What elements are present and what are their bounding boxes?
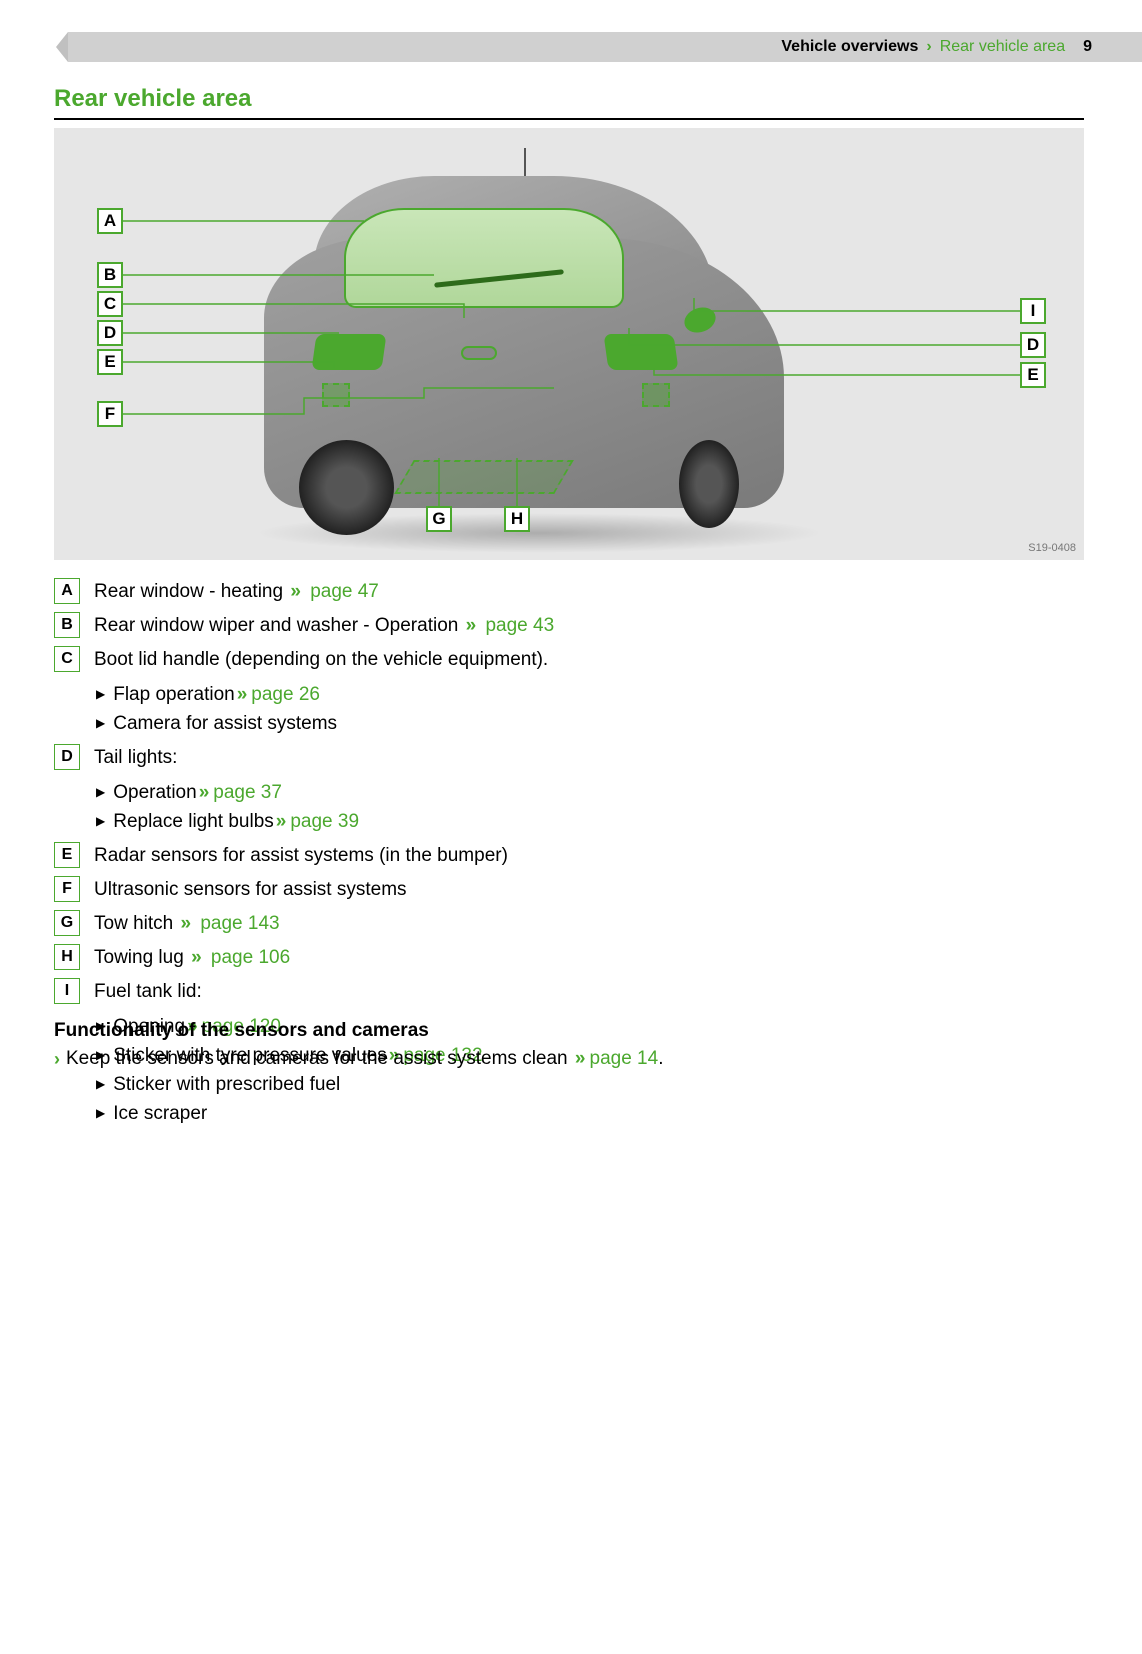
vehicle-figure: ABCDEFIDEGH S19-0408: [54, 128, 1084, 560]
page-title: Rear vehicle area: [54, 85, 251, 113]
legend-text: Boot lid handle (depending on the vehicl…: [94, 646, 1084, 674]
triangle-bullet-icon: ▶: [96, 778, 105, 807]
figure-label-e: E: [97, 349, 123, 375]
breadcrumb-section: Vehicle overviews: [781, 38, 918, 56]
legend-text: Rear window wiper and washer - Operation…: [94, 612, 1084, 640]
figure-label-b: B: [97, 262, 123, 288]
page-ref[interactable]: page 143: [200, 913, 279, 934]
legend-label-b: B: [54, 612, 80, 638]
functionality-pageref[interactable]: page 14: [590, 1048, 659, 1070]
chevron-icon: ›: [54, 1049, 60, 1070]
legend-subitem: ▶Camera for assist systems: [54, 709, 1084, 738]
figure-label-h: H: [504, 506, 530, 532]
legend-text: Ultrasonic sensors for assist systems: [94, 876, 1084, 904]
figure-label-c: C: [97, 291, 123, 317]
legend-row-f: F Ultrasonic sensors for assist systems: [54, 876, 1084, 904]
legend-row-b: B Rear window wiper and washer - Operatio…: [54, 612, 1084, 640]
legend-subitem: ▶Operation » page 37: [54, 778, 1084, 807]
page-ref-mark: »: [199, 778, 210, 807]
legend-text: Tow hitch » page 143: [94, 910, 1084, 938]
triangle-bullet-icon: ▶: [96, 1099, 105, 1128]
page-ref[interactable]: page 106: [211, 947, 290, 968]
legend-label-g: G: [54, 910, 80, 936]
page-number: 9: [1083, 38, 1092, 56]
page-ref[interactable]: page 43: [485, 615, 554, 636]
page-ref-mark: »: [191, 947, 202, 968]
page-ref-mark: »: [466, 615, 477, 636]
legend-label-c: C: [54, 646, 80, 672]
legend-label-d: D: [54, 744, 80, 770]
page-ref-mark: »: [237, 680, 248, 709]
legend-subitem: ▶Sticker with prescribed fuel: [54, 1070, 1084, 1099]
legend-row-e: E Radar sensors for assist systems (in th…: [54, 842, 1084, 870]
legend-subitem: ▶Flap operation » page 26: [54, 680, 1084, 709]
page-ref[interactable]: page 37: [213, 778, 282, 807]
header-bar: Vehicle overviews › Rear vehicle area 9: [68, 32, 1142, 62]
functionality-suffix: .: [658, 1048, 663, 1070]
figure-label-i-right: I: [1020, 298, 1046, 324]
legend-text: Fuel tank lid:: [94, 978, 1084, 1006]
functionality-text: Keep the sensors and cameras for the ass…: [66, 1048, 568, 1070]
breadcrumb-page: Rear vehicle area: [940, 38, 1065, 56]
figure-label-g: G: [426, 506, 452, 532]
legend-text: Radar sensors for assist systems (in the…: [94, 842, 1084, 870]
legend-label-f: F: [54, 876, 80, 902]
legend-label-h: H: [54, 944, 80, 970]
figure-label-d-right: D: [1020, 332, 1046, 358]
page-ref[interactable]: page 26: [251, 680, 320, 709]
title-underline: [54, 118, 1084, 120]
legend-row-i: I Fuel tank lid:: [54, 978, 1084, 1006]
leader-lines: [54, 128, 1084, 560]
figure-label-f: F: [97, 401, 123, 427]
figure-label-a: A: [97, 208, 123, 234]
header-notch: [56, 32, 68, 62]
legend-label-i: I: [54, 978, 80, 1004]
legend-text: Rear window - heating » page 47: [94, 578, 1084, 606]
legend-row-h: H Towing lug » page 106: [54, 944, 1084, 972]
page-ref[interactable]: page 47: [310, 581, 379, 602]
triangle-bullet-icon: ▶: [96, 680, 105, 709]
legend-row-d: D Tail lights:: [54, 744, 1084, 772]
page-ref-mark: »: [276, 807, 287, 836]
figure-label-e-right: E: [1020, 362, 1046, 388]
page-ref-mark: »: [290, 581, 301, 602]
legend-subitem: ▶Ice scraper: [54, 1099, 1084, 1128]
functionality-heading: Functionality of the sensors and cameras: [54, 1020, 663, 1042]
legend-row-a: A Rear window - heating » page 47: [54, 578, 1084, 606]
legend-row-c: C Boot lid handle (depending on the vehic…: [54, 646, 1084, 674]
functionality-note: Functionality of the sensors and cameras…: [54, 1020, 663, 1070]
figure-label-d: D: [97, 320, 123, 346]
legend-text: Towing lug » page 106: [94, 944, 1084, 972]
legend-text: Tail lights:: [94, 744, 1084, 772]
page-ref-mark: »: [570, 1048, 586, 1070]
legend-label-a: A: [54, 578, 80, 604]
legend-label-e: E: [54, 842, 80, 868]
triangle-bullet-icon: ▶: [96, 807, 105, 836]
page-ref[interactable]: page 39: [290, 807, 359, 836]
legend-row-g: G Tow hitch » page 143: [54, 910, 1084, 938]
breadcrumb-separator-icon: ›: [926, 38, 931, 56]
page-ref-mark: »: [180, 913, 191, 934]
triangle-bullet-icon: ▶: [96, 1070, 105, 1099]
legend-subitem: ▶Replace light bulbs » page 39: [54, 807, 1084, 836]
triangle-bullet-icon: ▶: [96, 709, 105, 738]
